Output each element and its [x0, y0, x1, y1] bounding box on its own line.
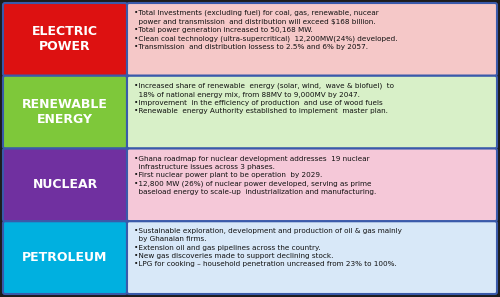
Text: ELECTRIC
POWER: ELECTRIC POWER: [32, 25, 98, 53]
Text: •Total Investments (excluding fuel) for coal, gas, renewable, nucear
  power and: •Total Investments (excluding fuel) for …: [134, 10, 398, 50]
FancyBboxPatch shape: [3, 3, 127, 76]
Text: RENEWABLE
ENERGY: RENEWABLE ENERGY: [22, 98, 108, 126]
FancyBboxPatch shape: [127, 148, 497, 221]
FancyBboxPatch shape: [127, 221, 497, 294]
FancyBboxPatch shape: [3, 76, 127, 148]
Text: NUCLEAR: NUCLEAR: [32, 178, 98, 191]
FancyBboxPatch shape: [3, 221, 127, 294]
Text: •Ghana roadmap for nuclear development addresses  19 nuclear
  infrastructure is: •Ghana roadmap for nuclear development a…: [134, 156, 376, 195]
FancyBboxPatch shape: [127, 76, 497, 148]
FancyBboxPatch shape: [127, 3, 497, 76]
FancyBboxPatch shape: [3, 148, 127, 221]
Text: •Sustainable exploration, development and production of oil & gas mainly
  by Gh: •Sustainable exploration, development an…: [134, 228, 402, 267]
Text: PETROLEUM: PETROLEUM: [22, 251, 107, 264]
Text: •Increased share of renewable  energy (solar, wind,  wave & biofuel)  to
  18% o: •Increased share of renewable energy (so…: [134, 83, 394, 114]
